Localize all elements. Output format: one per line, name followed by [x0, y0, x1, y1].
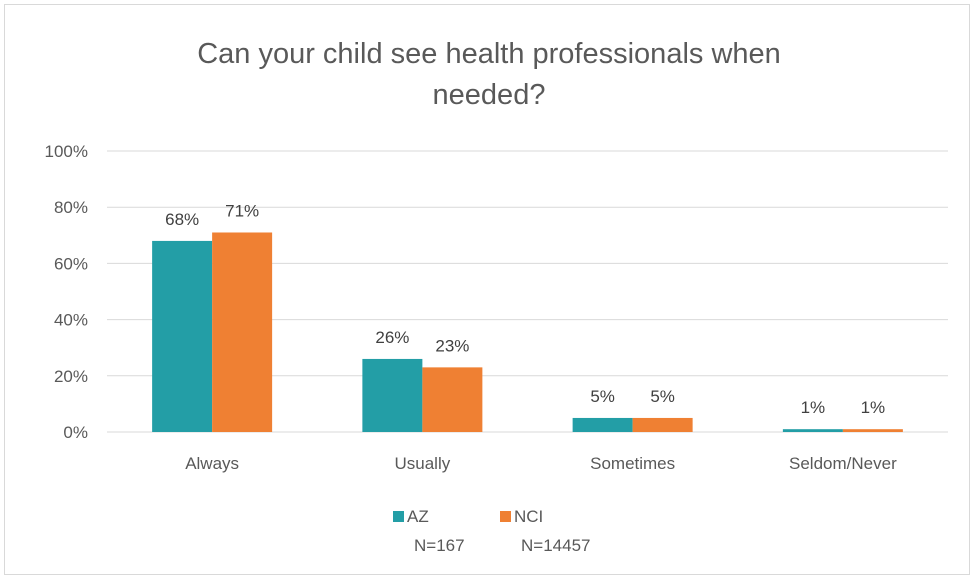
- x-category-label: Usually: [395, 454, 451, 473]
- y-tick-label: 20%: [54, 367, 88, 386]
- x-axis: Always Usually Sometimes Seldom/Never: [185, 454, 897, 473]
- bar-az-usually: [362, 358, 423, 432]
- bar-nci-seldom-never: [842, 429, 903, 432]
- bar-nci-sometimes: [632, 417, 693, 432]
- bar-nci-usually: [422, 367, 483, 432]
- bar-az-seldom-never: [782, 429, 843, 432]
- chart-title: Can your child see health professionals …: [197, 38, 781, 111]
- chart-title-line: Can your child see health professionals …: [197, 38, 781, 70]
- y-tick-label: 0%: [63, 423, 88, 442]
- y-tick-label: 40%: [54, 311, 88, 330]
- y-tick-label: 100%: [45, 142, 88, 161]
- legend-sample-size-nci: N=14457: [521, 536, 590, 555]
- bars: [152, 232, 903, 432]
- bar-az-sometimes: [572, 417, 633, 432]
- y-tick-label: 60%: [54, 254, 88, 273]
- legend-label-az: AZ: [407, 507, 429, 526]
- bar-az-always: [152, 240, 213, 432]
- data-label: 71%: [225, 201, 259, 220]
- legend-swatch-nci: [500, 511, 511, 522]
- x-category-label: Always: [185, 454, 239, 473]
- legend-swatch-az: [393, 511, 404, 522]
- x-category-label: Seldom/Never: [789, 454, 897, 473]
- data-label: 5%: [650, 387, 675, 406]
- legend-label-nci: NCI: [514, 507, 543, 526]
- data-label: 23%: [435, 336, 469, 355]
- legend-sample-size-az: N=167: [414, 536, 465, 555]
- data-label: 1%: [801, 398, 826, 417]
- y-tick-label: 80%: [54, 198, 88, 217]
- data-label: 1%: [861, 398, 886, 417]
- bar-nci-always: [212, 232, 273, 432]
- y-axis: 0% 20% 40% 60% 80% 100%: [45, 142, 88, 442]
- data-label: 68%: [165, 210, 199, 229]
- data-labels: 68% 71% 26% 23% 5% 5% 1% 1%: [165, 201, 885, 417]
- legend: AZ N=167 NCI N=14457: [393, 507, 590, 555]
- chart-title-line: needed?: [433, 79, 546, 111]
- x-category-label: Sometimes: [590, 454, 675, 473]
- data-label: 5%: [590, 387, 615, 406]
- data-label: 26%: [375, 328, 409, 347]
